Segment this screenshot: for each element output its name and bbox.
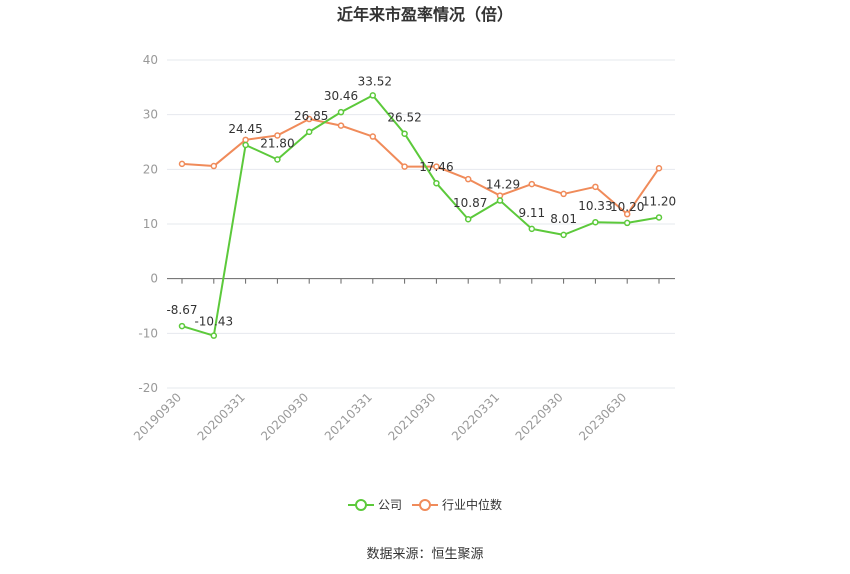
legend-marker[interactable] [355, 499, 367, 511]
x-tick-label: 20190930 [131, 390, 184, 443]
data-point[interactable] [337, 108, 345, 116]
data-point[interactable] [178, 322, 186, 330]
data-point[interactable] [528, 180, 536, 188]
grid-lines [167, 59, 675, 389]
x-tick-label: 20220930 [513, 390, 566, 443]
data-label: 10.20 [610, 200, 644, 214]
x-tick-label: 20200331 [195, 390, 248, 443]
data-label: 26.85 [294, 109, 328, 123]
x-tick-label: 20210930 [385, 390, 438, 443]
data-point[interactable] [401, 130, 408, 137]
x-axis: 20190930 20200331 20200930 20210331 20210930… [131, 278, 675, 443]
y-tick-label: 20 [143, 162, 158, 176]
data-label: 21.80 [260, 136, 294, 150]
data-point[interactable] [210, 162, 218, 170]
y-tick-label: -10 [138, 326, 158, 340]
data-point[interactable] [592, 183, 599, 191]
data-point[interactable] [305, 115, 313, 123]
data-point[interactable] [464, 175, 472, 183]
data-label: 14.29 [486, 178, 520, 192]
series-line-0 [181, 94, 660, 337]
y-tick-label: 40 [143, 53, 158, 67]
x-tick-label: 20220331 [449, 390, 502, 443]
data-point[interactable] [433, 179, 440, 187]
data-point[interactable] [369, 133, 377, 140]
legend-label[interactable]: 行业中位数 [442, 497, 502, 512]
data-point[interactable] [655, 164, 663, 172]
legend-marker[interactable] [419, 499, 431, 511]
data-label: 30.46 [324, 89, 358, 103]
data-point[interactable] [560, 190, 567, 198]
data-point[interactable] [496, 197, 504, 204]
data-point[interactable] [274, 156, 281, 163]
data-label: 33.52 [358, 74, 392, 88]
data-point[interactable] [401, 163, 408, 170]
data-point[interactable] [274, 132, 281, 139]
data-point[interactable] [592, 218, 599, 226]
data-label: 26.52 [387, 111, 421, 125]
data-label: 8.01 [550, 212, 577, 226]
data-point[interactable] [433, 163, 440, 170]
data-point[interactable] [178, 160, 186, 168]
data-point[interactable] [242, 136, 249, 144]
x-tick-label: 20210331 [322, 390, 375, 443]
data-point[interactable] [560, 231, 567, 239]
y-axis: 40 30 20 10 0 -10 -20 [138, 53, 158, 395]
chart-title: 近年来市盈率情况（倍） [337, 5, 513, 24]
legend: 公司 行业中位数 [348, 497, 502, 512]
data-label: 9.11 [518, 206, 545, 220]
series-line-1 [181, 118, 660, 216]
data-point[interactable] [464, 215, 472, 223]
data-label: 10.87 [453, 196, 487, 210]
data-point[interactable] [305, 128, 313, 136]
y-tick-label: 10 [143, 217, 158, 231]
data-label: -8.67 [166, 303, 197, 317]
y-tick-label: 30 [143, 108, 158, 122]
data-point[interactable] [655, 214, 663, 221]
y-tick-label: 0 [150, 272, 158, 286]
source-note: 数据来源：恒生聚源 [366, 547, 483, 562]
legend-label[interactable]: 公司 [378, 498, 402, 512]
data-point[interactable] [369, 92, 377, 99]
data-label: 24.45 [228, 122, 262, 136]
x-tick-label: 20230630 [576, 390, 629, 443]
series-group [178, 92, 663, 339]
data-point[interactable] [337, 122, 345, 129]
data-point[interactable] [528, 225, 536, 233]
data-label: -10.43 [194, 315, 233, 329]
x-tick-label: 20200930 [258, 390, 311, 443]
y-tick-label: -20 [138, 381, 158, 395]
data-point[interactable] [242, 141, 249, 149]
data-label: 17.46 [419, 160, 453, 174]
data-point[interactable] [210, 332, 218, 339]
data-label: 11.20 [642, 194, 676, 208]
data-point[interactable] [623, 219, 631, 227]
data-label: 10.33 [578, 199, 612, 213]
data-point[interactable] [623, 210, 631, 218]
